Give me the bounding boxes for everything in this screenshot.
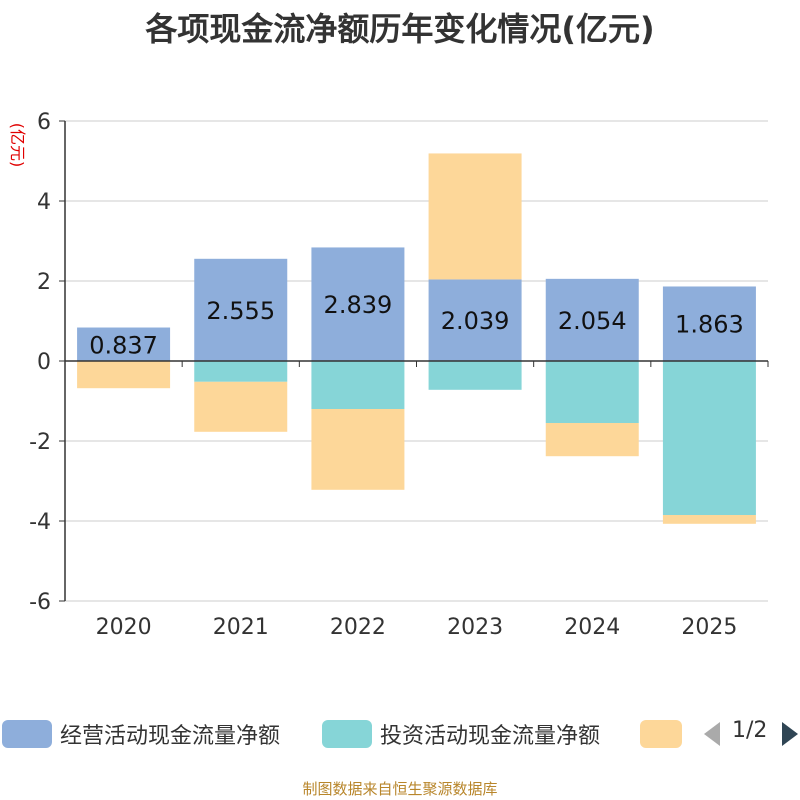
- data-label-2025: 1.863: [675, 311, 744, 339]
- legend-swatch-investing[interactable]: [322, 720, 372, 748]
- chart-title: 各项现金流净额历年变化情况(亿元): [145, 10, 655, 48]
- y-tick-label: -6: [29, 590, 51, 615]
- bar-2025-series-0: [662, 286, 756, 361]
- data-label-2023: 2.039: [441, 307, 510, 335]
- bar-2022-series-0: [311, 247, 405, 361]
- x-tick-label-2024: 2024: [564, 615, 620, 640]
- x-tick-label-2022: 2022: [330, 615, 386, 640]
- y-tick-label: -4: [29, 510, 51, 535]
- bar-2025-series-2: [662, 515, 756, 524]
- bar-2022-series-2: [311, 409, 405, 490]
- bar-2020-series-0: [77, 327, 171, 361]
- legend-page-indicator: 1/2: [732, 718, 768, 743]
- data-label-2021: 2.555: [206, 297, 275, 325]
- x-tick-label-2021: 2021: [213, 615, 269, 640]
- y-tick-label: 4: [37, 190, 51, 215]
- bar-2025-series-1: [662, 361, 756, 515]
- next-page-icon[interactable]: [780, 718, 800, 750]
- bar-2021-series-2: [194, 381, 288, 432]
- y-tick-label: 6: [37, 110, 51, 135]
- legend-label-operating[interactable]: 经营活动现金流量净额: [60, 724, 281, 749]
- source-note: 制图数据来自恒生聚源数据库: [302, 780, 498, 798]
- bar-2021-series-1: [194, 361, 288, 382]
- y-tick-label: -2: [29, 430, 51, 455]
- legend-swatch-operating[interactable]: [2, 720, 52, 748]
- bar-2024-series-0: [545, 278, 639, 361]
- y-axis-unit-label: (亿元): [8, 123, 27, 168]
- y-tick-label: 2: [37, 270, 51, 295]
- x-tick-label-2020: 2020: [96, 615, 152, 640]
- legend-swatch-financing[interactable]: [640, 720, 682, 748]
- prev-page-icon[interactable]: [702, 718, 722, 750]
- bar-2021-series-0: [194, 258, 288, 361]
- y-tick-label: 0: [37, 350, 51, 375]
- data-label-2024: 2.054: [558, 307, 627, 335]
- bar-2023-series-2: [428, 153, 522, 280]
- data-label-2022: 2.839: [324, 291, 393, 319]
- bar-2023-series-1: [428, 361, 522, 390]
- legend: 经营活动现金流量净额 投资活动现金流量净额 1/2: [0, 716, 800, 756]
- bar-2023-series-0: [428, 279, 522, 361]
- bar-2022-series-1: [311, 361, 405, 409]
- data-label-2020: 0.837: [89, 331, 158, 359]
- bar-2020-series-2: [77, 361, 171, 389]
- x-tick-label-2025: 2025: [681, 615, 737, 640]
- bar-2024-series-2: [545, 423, 639, 457]
- x-tick-label-2023: 2023: [447, 615, 503, 640]
- bar-2024-series-1: [545, 361, 639, 423]
- chart-plot: 6 4 2 0 -2 -4 -6 (亿元) 0.837 2.555 2.839 2.039 2.054 1…: [8, 110, 769, 640]
- legend-label-investing[interactable]: 投资活动现金流量净额: [380, 724, 601, 749]
